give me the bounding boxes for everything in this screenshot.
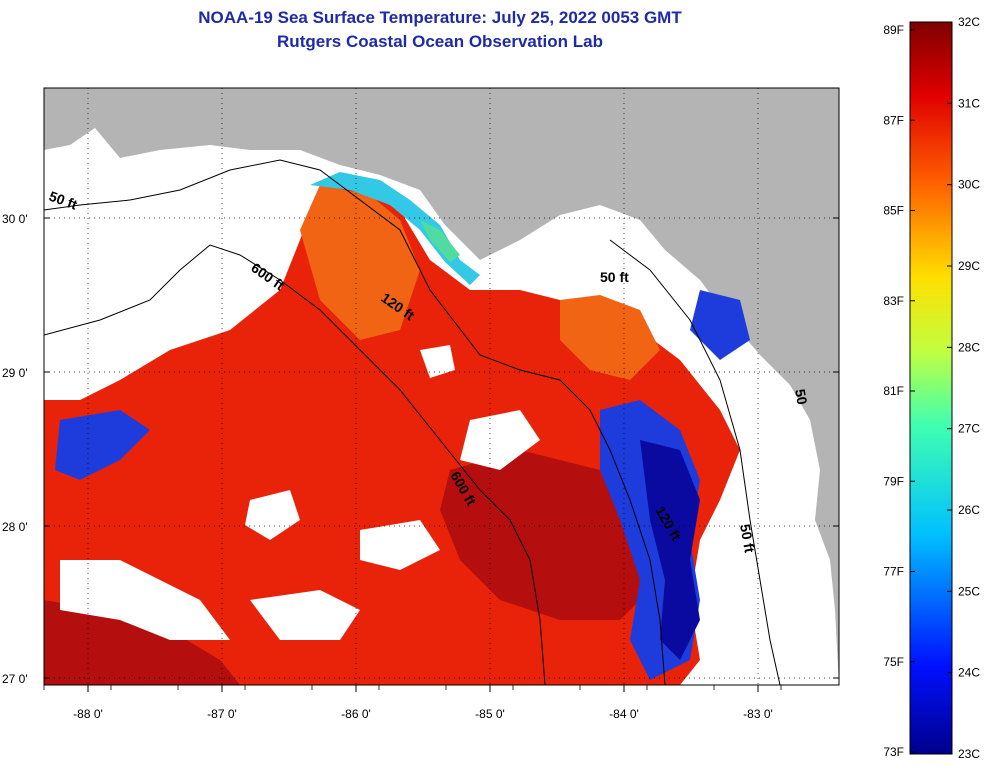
lon-label: -85 0' — [475, 707, 505, 721]
sst-hot-patch — [440, 450, 660, 620]
colorbar-c-label: 31C — [958, 96, 980, 110]
sst-orange-patch — [300, 185, 420, 340]
colorbar-f-label: 81F — [883, 384, 904, 398]
contour-label: 50 ft — [600, 269, 629, 285]
colorbar-f-label: 87F — [883, 113, 904, 127]
colorbar-c-label: 23C — [958, 747, 980, 761]
lon-label: -83 0' — [743, 707, 773, 721]
lat-label: 27 0' — [2, 672, 28, 686]
colorbar-c-label: 28C — [958, 340, 980, 354]
contour-label: 50 — [792, 388, 810, 406]
contour-label: 50 ft — [737, 523, 758, 554]
colorbar-f-labels: 89F 87F 85F 83F 81F 79F 77F 75F 73F — [883, 23, 915, 759]
lon-label: -88 0' — [73, 707, 103, 721]
lon-label: -86 0' — [341, 707, 371, 721]
sst-cyan-strip — [310, 172, 480, 285]
colorbar-f-label: 73F — [883, 745, 904, 759]
lon-label: -84 0' — [609, 707, 639, 721]
colorbar-c-label: 26C — [958, 503, 980, 517]
chart-title: NOAA-19 Sea Surface Temperature: July 25… — [198, 8, 682, 27]
colorbar-c-label: 29C — [958, 259, 980, 273]
colorbar-f-label: 75F — [883, 655, 904, 669]
lat-label: 30 0' — [2, 212, 28, 226]
lon-label: -87 0' — [207, 707, 237, 721]
lat-label: 29 0' — [2, 366, 28, 380]
colorbar-f-label: 79F — [883, 474, 904, 488]
chart-subtitle: Rutgers Coastal Ocean Observation Lab — [277, 32, 603, 51]
colorbar-c-label: 30C — [958, 178, 980, 192]
latitude-labels: 30 0' 29 0' 28 0' 27 0' — [2, 212, 28, 686]
colorbar-c-label: 24C — [958, 666, 980, 680]
colorbar-c-label: 27C — [958, 422, 980, 436]
colorbar — [909, 21, 953, 755]
colorbar-f-label: 83F — [883, 294, 904, 308]
colorbar-f-label: 77F — [883, 565, 904, 579]
colorbar-c-label: 32C — [958, 15, 980, 29]
colorbar-c-label: 25C — [958, 584, 980, 598]
graticule — [43, 88, 839, 692]
colorbar-c-labels: 32C 31C 30C 29C 28C 27C 26C 25C 24C 23C — [947, 15, 980, 761]
longitude-labels: -88 0' -87 0' -86 0' -85 0' -84 0' -83 0' — [73, 707, 773, 721]
lat-label: 28 0' — [2, 520, 28, 534]
colorbar-f-label: 85F — [883, 204, 904, 218]
colorbar-f-label: 89F — [883, 23, 904, 37]
